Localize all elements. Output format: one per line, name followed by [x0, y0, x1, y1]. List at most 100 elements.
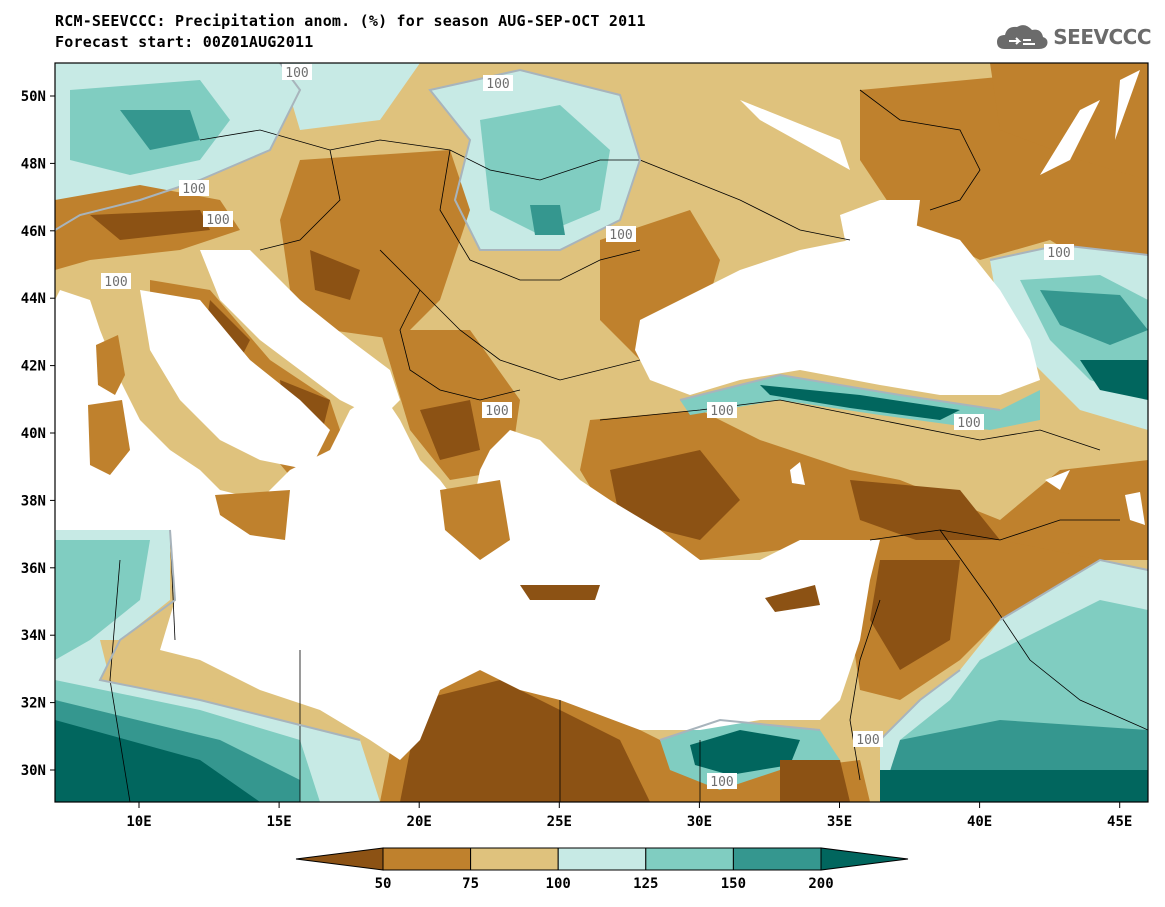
lat-tick-label: 44N: [21, 291, 46, 307]
contour-label: 100: [485, 404, 508, 419]
colorbar-segment: [470, 847, 559, 871]
anomaly-region-wet: [55, 540, 150, 660]
contour-label: 100: [104, 275, 127, 290]
contour-label-bg: [482, 402, 512, 418]
sicily-island: [215, 490, 290, 540]
seevccc-logo: SEEVCCC: [995, 22, 1151, 52]
colorbar-left-arrow: [295, 847, 384, 871]
lat-tick-label: 48N: [21, 156, 46, 172]
masked-area: [1040, 100, 1100, 175]
peloponnese: [440, 480, 510, 560]
masked-area: [740, 100, 850, 170]
anomaly-region-wet: [690, 730, 800, 775]
lon-tick-label: 10E: [126, 814, 151, 830]
lon-tick-label: 15E: [266, 814, 291, 830]
contour-label: 100: [486, 77, 509, 92]
contour-label-bg: [707, 402, 737, 418]
logo-text: SEEVCCC: [1053, 25, 1151, 49]
anomaly-region-wet: [760, 385, 960, 420]
lon-tick-label: 30E: [687, 814, 712, 830]
map-field: [55, 63, 1148, 802]
latitude-axis: 50N 48N 46N 44N 42N 40N 38N 36N 34N 32N 30N: [21, 89, 55, 779]
contour-label-bg: [282, 64, 312, 80]
sardinia-island: [88, 400, 130, 475]
colorbar-segment: [732, 847, 822, 871]
contour-label: 100: [285, 66, 308, 81]
lon-tick-label: 35E: [827, 814, 852, 830]
anomaly-region-wet: [530, 205, 565, 235]
crete-island: [520, 585, 600, 600]
anomaly-region-dry: [310, 250, 360, 300]
contour-label: 100: [710, 404, 733, 419]
masked-area: [1125, 492, 1145, 525]
colorbar-segment: [645, 847, 734, 871]
anomaly-region-wet: [1040, 290, 1148, 345]
anomaly-region-dry: [850, 480, 1000, 545]
anomaly-region-wet: [880, 770, 1148, 802]
anomaly-region-wet: [1080, 360, 1148, 400]
anomaly-region-dry: [610, 450, 740, 540]
lat-tick-label: 34N: [21, 628, 46, 644]
anomaly-region-dry: [205, 300, 250, 360]
masked-area: [1115, 70, 1140, 140]
forecast-start-label: Forecast start: 00Z01AUG2011: [55, 33, 314, 51]
colorbar-segment: [382, 847, 472, 871]
colorbar-segment: [557, 847, 647, 871]
contour-label-bg: [101, 273, 131, 289]
anomaly-region-dry: [90, 210, 210, 240]
contour-100-lines: [55, 63, 1148, 741]
black-sea: [635, 220, 1040, 395]
colorbar-right-arrow: [820, 847, 909, 871]
anomaly-region-wet: [120, 110, 200, 150]
contour-label: 100: [609, 228, 632, 243]
anomaly-region-wet: [480, 105, 610, 235]
anomaly-region-dry: [400, 680, 650, 802]
colorbar: 50 75 100 125 150 200: [295, 847, 909, 892]
colorbar-label: 100: [546, 876, 571, 892]
contour-label-bg: [707, 773, 737, 789]
country-borders: [109, 89, 1148, 802]
contour-label: 100: [182, 182, 205, 197]
masked-area: [1045, 470, 1070, 490]
adriatic-sea: [200, 250, 400, 420]
contour-labels: 100 100 100 100 100 100 100 100 100 100 100 100: [101, 64, 1074, 790]
colorbar-label: 200: [808, 876, 833, 892]
lat-tick-label: 46N: [21, 224, 46, 240]
contour-label-bg: [606, 226, 636, 242]
contour-label: 100: [957, 416, 980, 431]
tyrrhenian-sea: [140, 290, 330, 470]
contour-label: 100: [206, 213, 229, 228]
colorbar-label: 75: [462, 876, 479, 892]
lat-tick-label: 40N: [21, 426, 46, 442]
lon-tick-label: 25E: [547, 814, 572, 830]
contour-label-bg: [179, 180, 209, 196]
anomaly-region-dry: [420, 400, 480, 460]
contour-label-bg: [853, 731, 883, 747]
contour-label-bg: [483, 75, 513, 91]
lat-tick-label: 36N: [21, 561, 46, 577]
contour-label-bg: [203, 211, 233, 227]
anomaly-region-wet: [280, 63, 420, 130]
contour-label: 100: [710, 775, 733, 790]
contour-label-bg: [1044, 244, 1074, 260]
lat-tick-label: 50N: [21, 89, 46, 105]
cyprus-island: [765, 585, 820, 612]
lon-tick-label: 40E: [967, 814, 992, 830]
anomaly-region-wet: [55, 720, 260, 802]
map-title: RCM-SEEVCCC: Precipitation anom. (%) for…: [55, 12, 646, 30]
lon-tick-label: 45E: [1107, 814, 1132, 830]
lat-tick-label: 30N: [21, 763, 46, 779]
longitude-axis: 10E 15E 20E 25E 30E 35E 40E 45E: [126, 802, 1132, 830]
lat-tick-label: 42N: [21, 359, 46, 375]
lat-tick-label: 38N: [21, 493, 46, 509]
contour-label-bg: [954, 414, 984, 430]
colorbar-label: 125: [633, 876, 658, 892]
cloud-icon: [997, 25, 1048, 49]
colorbar-label: 150: [721, 876, 746, 892]
lon-tick-label: 20E: [407, 814, 432, 830]
anomaly-region-dry: [990, 63, 1148, 180]
anomaly-region-dry: [780, 760, 850, 802]
contour-label: 100: [1047, 246, 1070, 261]
lat-tick-label: 32N: [21, 696, 46, 712]
